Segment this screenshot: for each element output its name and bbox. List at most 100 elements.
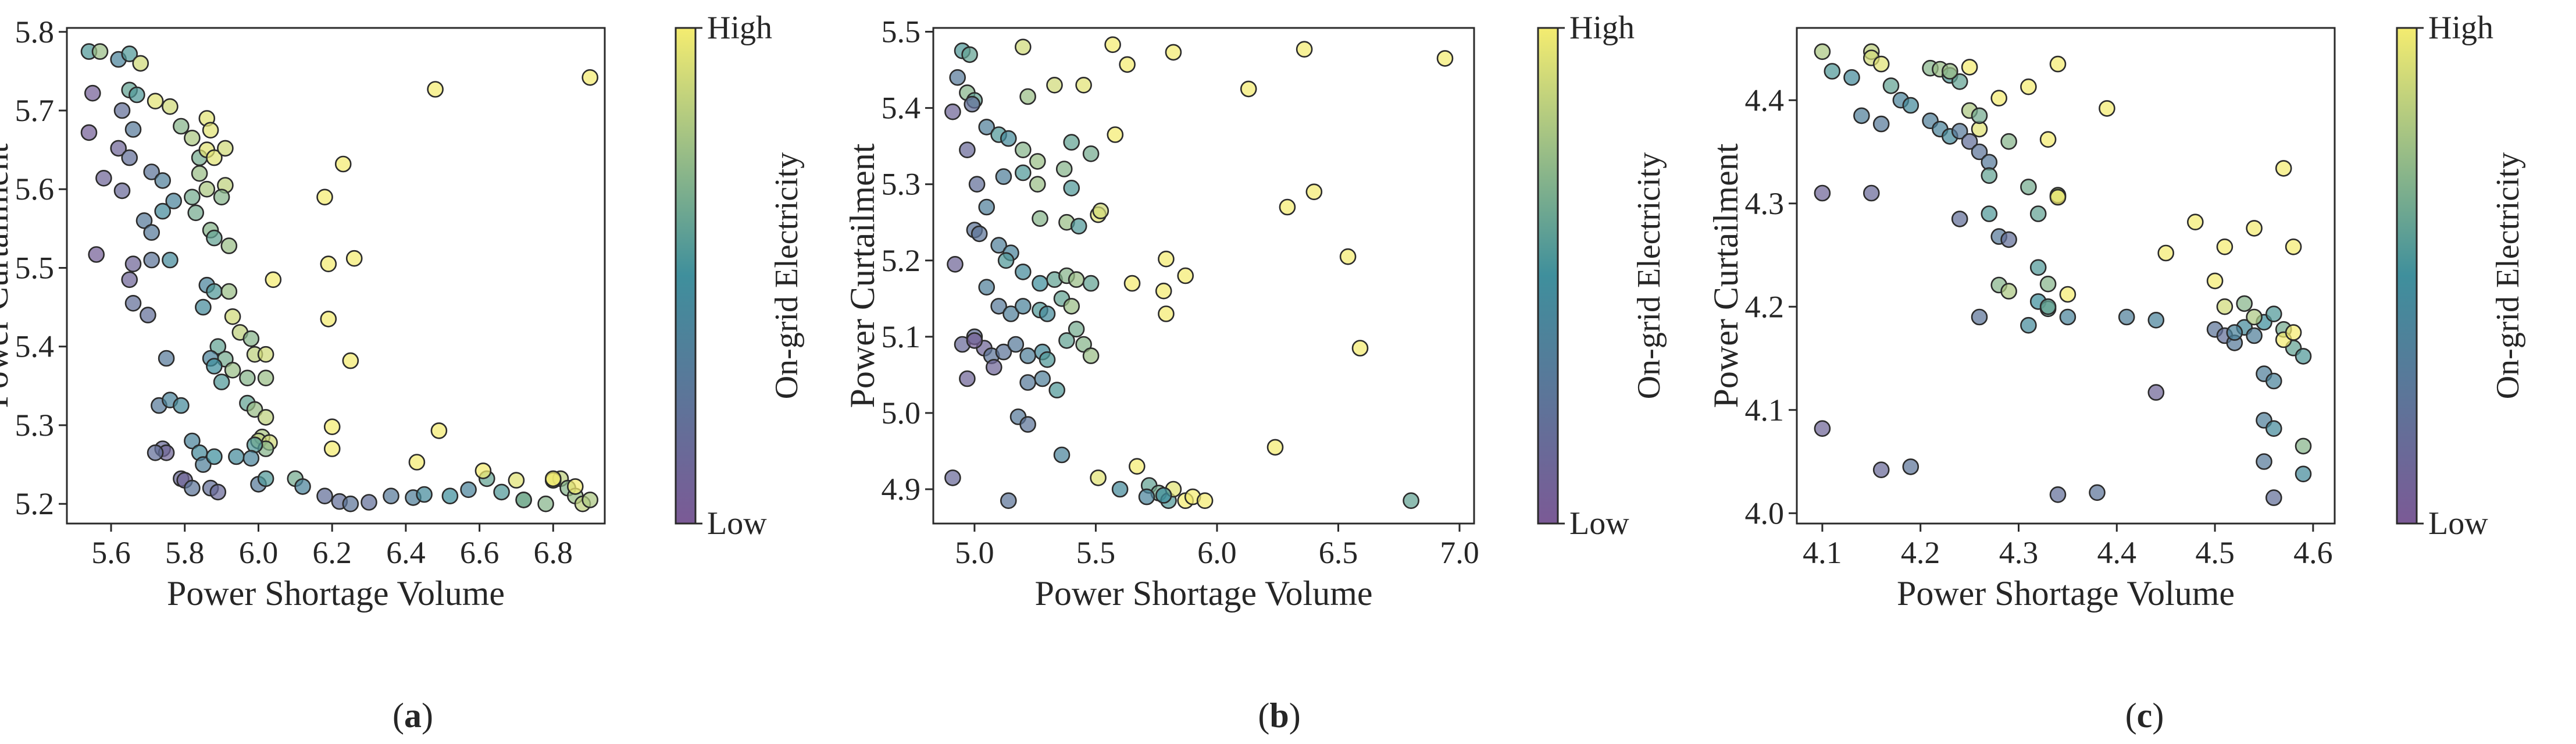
data-point <box>320 255 337 273</box>
data-point <box>206 448 223 465</box>
data-point <box>316 188 333 206</box>
x-axis-label: Power Shortage Volume <box>167 574 505 613</box>
data-point <box>2216 298 2234 315</box>
data-point <box>132 55 149 72</box>
x-tick-label: 5.8 <box>165 535 205 570</box>
data-point <box>110 140 127 157</box>
plot-area <box>66 27 606 525</box>
data-point <box>383 487 399 505</box>
data-point <box>124 294 142 312</box>
data-point <box>995 168 1012 185</box>
data-point <box>209 338 227 355</box>
data-point <box>1872 115 1890 133</box>
data-point <box>2246 308 2263 326</box>
data-point <box>84 84 101 102</box>
data-point <box>986 358 1002 376</box>
data-point <box>265 271 282 289</box>
data-point <box>320 311 337 327</box>
data-point <box>1971 107 1988 124</box>
plot-area <box>1796 27 2336 525</box>
data-point <box>1902 458 1919 475</box>
data-point <box>2039 298 2057 315</box>
y-tick-label: 4.3 <box>1745 186 1785 221</box>
data-point <box>2039 275 2057 293</box>
data-point <box>544 470 562 487</box>
y-tick-label: 4.1 <box>1745 393 1785 428</box>
y-tick-label: 5.8 <box>15 15 55 49</box>
y-tick-label: 4.9 <box>882 472 921 507</box>
data-point <box>1951 123 1968 140</box>
data-point <box>1015 298 1032 315</box>
data-point <box>129 86 145 104</box>
x-axis-label: Power Shortage Volume <box>1897 574 2235 613</box>
data-point <box>1015 264 1032 280</box>
data-point <box>140 307 156 323</box>
data-point <box>121 149 138 166</box>
data-point <box>1107 126 1124 143</box>
data-point <box>1942 63 1958 80</box>
y-axis-label: Power Curtailment <box>1707 143 1745 408</box>
data-point <box>2099 100 2115 117</box>
data-point <box>971 225 988 243</box>
data-point <box>165 193 183 209</box>
data-point <box>1082 145 1100 162</box>
data-point <box>1082 275 1100 292</box>
data-point <box>1063 134 1080 151</box>
data-point <box>995 343 1012 361</box>
data-point <box>1019 416 1036 433</box>
data-point <box>154 202 172 220</box>
x-tick-label: 5.5 <box>1076 535 1116 570</box>
data-point <box>2059 308 2077 326</box>
data-point <box>198 180 216 198</box>
y-tick-label: 5.3 <box>882 167 921 202</box>
y-tick-label: 4.0 <box>1745 496 1785 531</box>
data-point <box>2029 259 2047 276</box>
data-point <box>2265 372 2282 390</box>
data-point <box>195 456 212 473</box>
data-point <box>2000 231 2017 248</box>
y-tick-label: 4.2 <box>1745 289 1785 324</box>
data-point <box>1872 461 1890 479</box>
data-point <box>581 69 599 86</box>
data-point <box>1814 184 1831 202</box>
data-point <box>441 487 459 505</box>
data-point <box>2265 489 2282 506</box>
data-point <box>978 279 995 296</box>
data-point <box>143 224 160 241</box>
data-point <box>213 188 230 206</box>
data-point <box>1961 59 1978 76</box>
data-point <box>184 130 201 147</box>
data-point <box>294 478 311 495</box>
data-point <box>2118 308 2135 326</box>
colorbar-low-label: Low <box>2428 506 2488 542</box>
panel-label: (c) <box>2125 696 2164 735</box>
data-point <box>1296 41 1313 58</box>
data-point <box>95 169 112 187</box>
data-point <box>990 298 1007 315</box>
data-point <box>2157 244 2174 262</box>
data-point <box>460 481 477 499</box>
colorbar-low-label: Low <box>707 506 767 542</box>
data-point <box>2295 437 2312 455</box>
data-point <box>1305 183 1323 201</box>
data-point <box>959 141 976 159</box>
data-point <box>947 255 964 273</box>
data-point <box>2285 238 2302 255</box>
data-point <box>1981 205 1998 222</box>
y-tick-label: 5.4 <box>15 329 55 364</box>
data-point <box>220 237 238 254</box>
x-tick-label: 4.4 <box>2097 535 2137 570</box>
data-point <box>566 478 584 495</box>
data-point <box>964 95 980 113</box>
data-point <box>1403 492 1419 510</box>
data-point <box>2187 213 2204 231</box>
data-point <box>1339 248 1357 265</box>
data-point <box>209 483 227 501</box>
data-point <box>1068 271 1085 288</box>
data-point <box>1111 480 1129 498</box>
data-point <box>581 492 599 508</box>
data-point <box>1155 282 1172 300</box>
data-point <box>162 251 179 269</box>
data-point <box>1158 250 1175 268</box>
x-tick-label: 6.5 <box>1319 535 1358 570</box>
